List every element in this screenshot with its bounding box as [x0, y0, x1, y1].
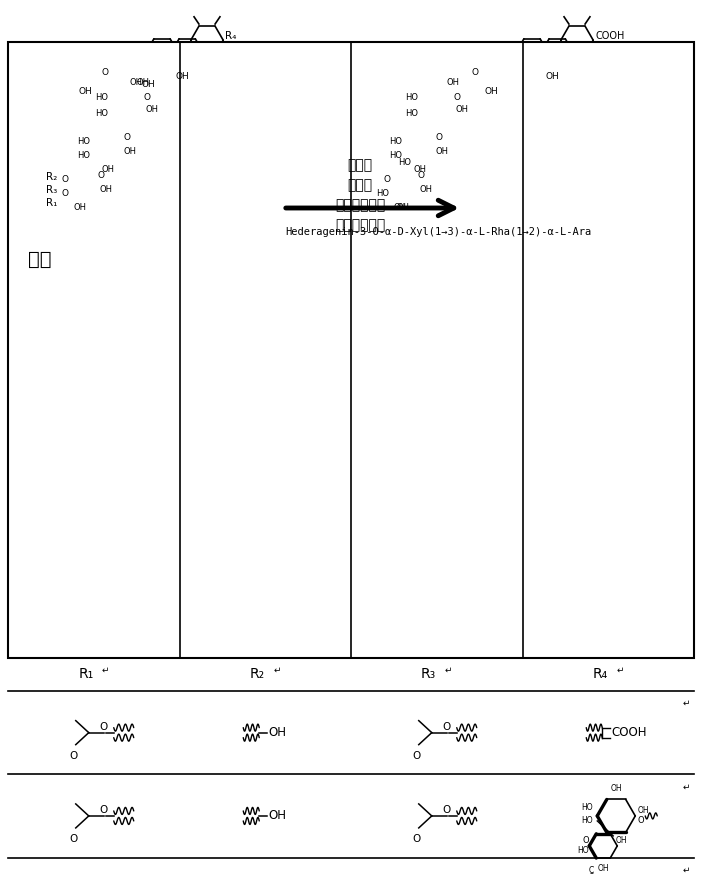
- Text: HO: HO: [578, 846, 589, 856]
- Text: R₁: R₁: [46, 198, 57, 208]
- Text: OH: OH: [435, 148, 448, 156]
- Text: OH: OH: [394, 203, 406, 212]
- Bar: [8, 42, 694, 658]
- Text: 先碘后酸转化: 先碘后酸转化: [335, 218, 385, 232]
- Text: OH: OH: [78, 87, 92, 95]
- Text: HO: HO: [389, 137, 402, 147]
- Text: ↵: ↵: [682, 699, 690, 708]
- Text: O: O: [471, 68, 478, 77]
- Text: OH: OH: [485, 87, 498, 95]
- Text: OH: OH: [146, 106, 159, 114]
- Text: O: O: [97, 170, 104, 179]
- Text: HO: HO: [405, 93, 418, 101]
- Text: OH: OH: [413, 165, 427, 174]
- Text: ↵: ↵: [273, 666, 281, 675]
- Text: O: O: [637, 816, 644, 825]
- Text: ↵: ↵: [616, 666, 624, 675]
- Text: ↵: ↵: [445, 666, 452, 675]
- Text: OH: OH: [100, 185, 113, 195]
- Text: O: O: [443, 805, 451, 815]
- Text: 碘转化: 碘转化: [347, 178, 373, 192]
- Text: ↵: ↵: [682, 782, 690, 791]
- Text: OH: OH: [637, 807, 649, 815]
- Text: R₄: R₄: [592, 668, 608, 682]
- Text: O: O: [588, 873, 594, 874]
- Text: HO: HO: [399, 158, 411, 167]
- Text: O: O: [62, 176, 69, 184]
- Text: OH: OH: [102, 165, 114, 174]
- Text: HO: HO: [582, 803, 593, 813]
- Text: OH: OH: [615, 836, 627, 845]
- Text: HO: HO: [95, 108, 108, 117]
- Text: OH: OH: [456, 106, 469, 114]
- Text: C: C: [588, 866, 594, 874]
- Text: HO: HO: [77, 137, 90, 147]
- Text: O: O: [69, 751, 78, 760]
- Text: OH: OH: [597, 864, 609, 873]
- Text: O: O: [100, 722, 108, 732]
- Text: O: O: [583, 836, 589, 845]
- Text: OH: OH: [446, 78, 460, 87]
- Text: OH: OH: [142, 80, 156, 89]
- Text: O: O: [413, 834, 421, 844]
- Text: Hederagenin-3-O-α-D-Xyl(1→3)-α-L-Rha(1→2)-α-L-Ara: Hederagenin-3-O-α-D-Xyl(1→3)-α-L-Rha(1→2…: [285, 227, 591, 237]
- Text: 其中: 其中: [28, 250, 51, 269]
- Text: O: O: [443, 722, 451, 732]
- Text: COOH: COOH: [595, 31, 624, 41]
- Text: O: O: [413, 751, 421, 760]
- Text: HO: HO: [582, 816, 593, 825]
- Text: R₄: R₄: [225, 31, 237, 41]
- Text: O: O: [144, 93, 151, 101]
- Text: O: O: [100, 805, 108, 815]
- Text: OH: OH: [136, 78, 150, 87]
- Text: HO: HO: [405, 108, 418, 117]
- Text: ↵: ↵: [102, 666, 110, 675]
- Text: R₃: R₃: [421, 668, 437, 682]
- Text: O: O: [383, 176, 390, 184]
- Text: 先酸后碘转化: 先酸后碘转化: [335, 198, 385, 212]
- Text: R₁: R₁: [78, 668, 93, 682]
- Text: O: O: [454, 93, 461, 101]
- Text: O: O: [417, 170, 424, 179]
- Text: O: O: [435, 133, 442, 142]
- Text: HO: HO: [77, 150, 90, 159]
- Text: OH: OH: [420, 185, 433, 195]
- Text: OH: OH: [546, 72, 559, 80]
- Text: HO: HO: [376, 189, 389, 198]
- Text: HO: HO: [389, 150, 402, 159]
- Text: OH: OH: [611, 784, 622, 793]
- Text: O: O: [62, 189, 69, 198]
- Text: OH: OH: [74, 203, 86, 212]
- Text: R₂: R₂: [250, 668, 265, 682]
- Text: OH: OH: [176, 72, 190, 80]
- Text: R₂: R₂: [46, 172, 57, 182]
- Text: OH: OH: [268, 809, 286, 822]
- Text: O: O: [123, 133, 130, 142]
- Text: ↵: ↵: [682, 865, 690, 874]
- Text: OH: OH: [397, 203, 409, 212]
- Text: O: O: [101, 68, 108, 77]
- Text: OH: OH: [123, 148, 136, 156]
- Text: COOH: COOH: [611, 726, 647, 739]
- Text: R₃: R₃: [46, 185, 57, 195]
- Text: OH: OH: [268, 726, 286, 739]
- Text: HO: HO: [95, 93, 108, 101]
- Text: 酸转化: 酸转化: [347, 158, 373, 172]
- Text: OH: OH: [130, 78, 143, 87]
- Text: O: O: [69, 834, 78, 844]
